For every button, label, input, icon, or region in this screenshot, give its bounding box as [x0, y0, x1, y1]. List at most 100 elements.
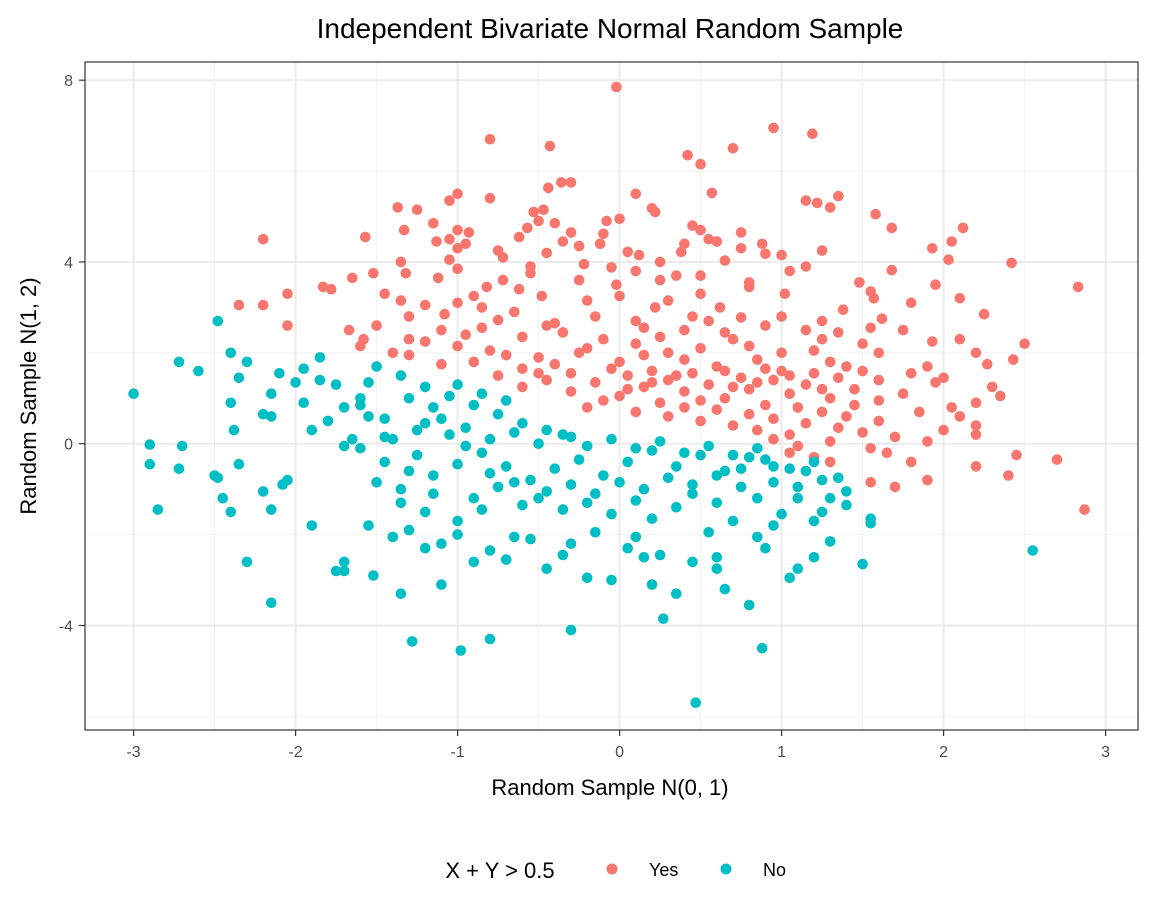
point-yes [711, 361, 723, 372]
y-tick-label: 0 [64, 437, 73, 454]
point-no [484, 433, 496, 445]
point-yes [257, 299, 269, 311]
point-yes [752, 424, 763, 436]
point-yes [849, 383, 860, 395]
y-tick-label: 8 [64, 73, 73, 90]
point-no [690, 697, 701, 708]
point-no [217, 492, 228, 504]
point-no [452, 458, 463, 470]
point-no [371, 477, 382, 488]
point-yes [528, 206, 539, 218]
point-no [460, 440, 472, 452]
point-no [671, 502, 682, 513]
point-no [338, 402, 350, 413]
point-yes [452, 224, 463, 236]
point-no [614, 477, 625, 488]
point-no [703, 527, 714, 538]
x-tick-label: 2 [939, 744, 948, 761]
point-no [816, 506, 828, 518]
point-yes [622, 246, 633, 258]
point-no [338, 440, 350, 452]
point-no [314, 352, 326, 363]
point-yes [743, 340, 755, 352]
point-yes [760, 399, 771, 411]
y-tick-label: -4 [59, 618, 73, 635]
point-yes [598, 228, 609, 240]
point-yes [439, 308, 450, 320]
point-yes [873, 415, 885, 427]
point-yes [468, 290, 480, 302]
point-yes [282, 288, 293, 300]
point-yes [452, 263, 463, 275]
point-no [703, 440, 714, 452]
point-no [752, 531, 763, 543]
point-no [735, 463, 747, 475]
point-yes [876, 313, 888, 325]
point-yes [695, 395, 706, 406]
point-no [808, 515, 820, 527]
point-no [792, 492, 804, 504]
point-no [760, 542, 771, 554]
legend-label-yes: Yes [649, 860, 678, 880]
point-yes [727, 333, 739, 345]
point-no [277, 479, 288, 490]
point-yes [719, 393, 731, 404]
point-yes [760, 248, 771, 260]
point-no [711, 497, 723, 509]
point-yes [982, 358, 993, 370]
point-yes [833, 422, 844, 434]
point-no [241, 556, 253, 568]
point-yes [743, 281, 755, 293]
point-yes [598, 333, 609, 345]
point-yes [695, 288, 706, 300]
point-no [387, 433, 399, 445]
point-no [387, 531, 399, 543]
point-yes [679, 354, 690, 365]
point-yes [492, 370, 504, 381]
point-no [330, 565, 342, 577]
x-tick-label: 0 [615, 744, 624, 761]
point-no [266, 597, 277, 609]
point-yes [946, 236, 957, 247]
point-yes [601, 215, 612, 227]
point-yes [549, 318, 561, 329]
point-yes [886, 222, 898, 234]
point-yes [873, 395, 885, 406]
point-yes [452, 297, 463, 309]
point-yes [719, 255, 731, 266]
point-no [455, 645, 467, 656]
point-yes [544, 140, 556, 152]
point-yes [687, 311, 698, 322]
point-yes [889, 481, 901, 493]
point-no [622, 456, 633, 468]
point-no [784, 463, 795, 475]
point-no [517, 418, 528, 429]
point-no [711, 563, 723, 574]
point-no [476, 447, 488, 459]
point-yes [343, 324, 355, 336]
point-no [452, 379, 463, 390]
point-yes [598, 395, 609, 406]
point-yes [756, 238, 768, 250]
point-yes [811, 197, 823, 209]
point-yes [630, 265, 642, 277]
point-no [460, 422, 472, 434]
point-no [233, 458, 245, 470]
point-no [225, 506, 237, 518]
point-no [395, 497, 407, 509]
point-yes [590, 311, 601, 322]
point-yes [541, 247, 552, 259]
point-yes [538, 204, 549, 215]
point-no [152, 504, 164, 515]
point-no [541, 486, 552, 497]
point-yes [395, 256, 407, 268]
point-no [792, 481, 804, 493]
point-no [557, 429, 569, 440]
point-yes [476, 322, 488, 334]
point-no [306, 424, 318, 436]
point-no [646, 579, 658, 590]
point-no [808, 552, 820, 563]
point-no [395, 370, 407, 381]
point-yes [760, 320, 771, 331]
point-yes [565, 227, 577, 238]
